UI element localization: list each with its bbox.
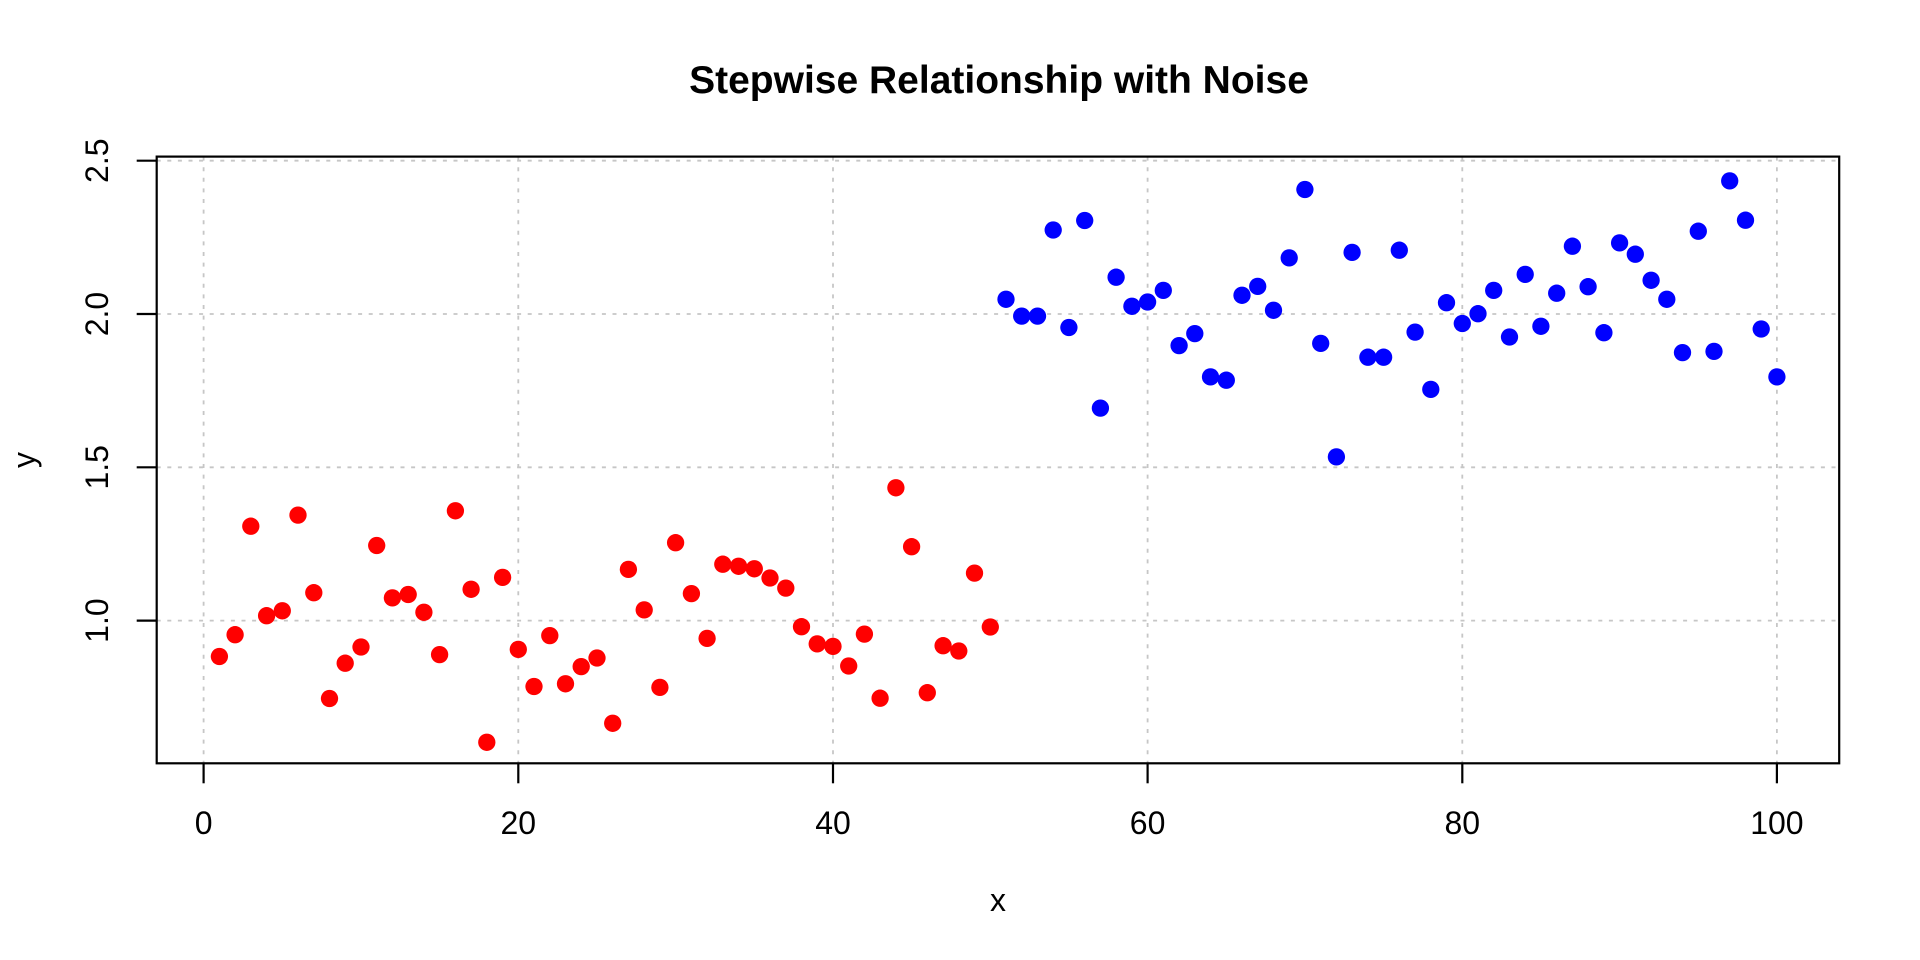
svg-text:100: 100 [1750, 805, 1803, 841]
svg-text:x: x [990, 882, 1006, 918]
svg-text:20: 20 [501, 805, 537, 841]
svg-text:1.0: 1.0 [79, 598, 115, 642]
svg-text:0: 0 [195, 805, 213, 841]
svg-text:40: 40 [815, 805, 851, 841]
svg-text:y: y [6, 452, 42, 468]
svg-text:80: 80 [1445, 805, 1481, 841]
svg-text:2.5: 2.5 [79, 138, 115, 182]
svg-text:Stepwise Relationship with Noi: Stepwise Relationship with Noise [689, 59, 1309, 102]
svg-text:1.5: 1.5 [79, 445, 115, 489]
svg-text:2.0: 2.0 [79, 292, 115, 336]
svg-text:60: 60 [1130, 805, 1166, 841]
